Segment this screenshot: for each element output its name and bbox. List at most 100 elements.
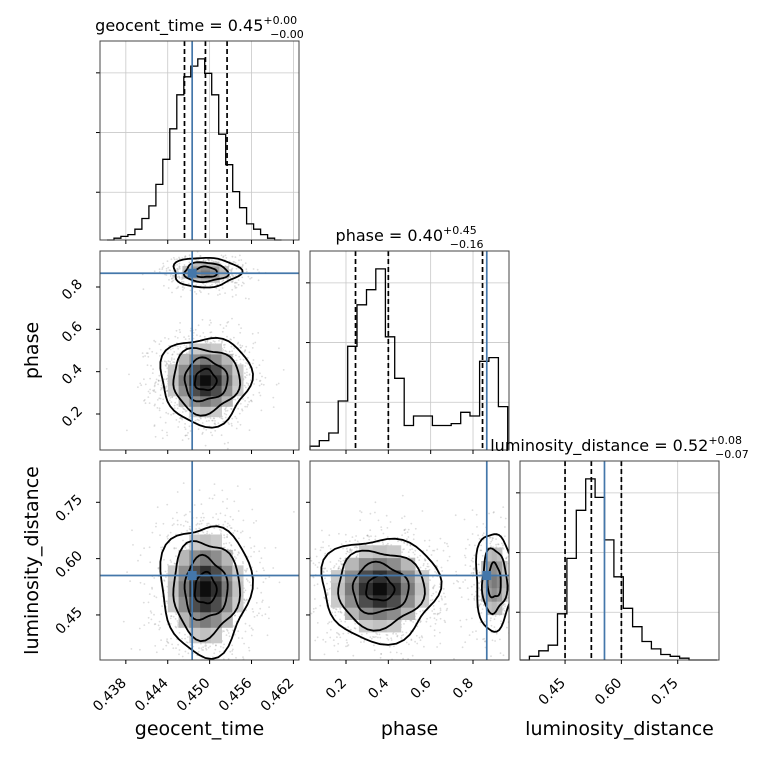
- sample-point: [166, 537, 169, 540]
- sample-point: [414, 549, 417, 552]
- sample-point: [180, 278, 183, 281]
- sample-point: [411, 548, 413, 550]
- sample-point: [236, 554, 239, 556]
- sample-point: [409, 544, 412, 547]
- sample-point: [165, 361, 168, 363]
- sample-point: [424, 559, 427, 562]
- sample-point: [175, 661, 177, 663]
- sample-point: [176, 263, 179, 266]
- sample-point: [176, 491, 179, 493]
- sample-point: [233, 614, 236, 617]
- sample-point: [245, 270, 248, 273]
- sample-point: [179, 346, 182, 348]
- sample-point: [382, 532, 385, 535]
- sample-point: [163, 360, 166, 363]
- sample-point: [181, 406, 184, 409]
- sample-point: [138, 627, 141, 630]
- sample-point: [243, 545, 246, 548]
- sample-point: [455, 570, 457, 573]
- sample-point: [484, 640, 487, 643]
- sample-point: [259, 561, 261, 564]
- sample-point: [201, 422, 204, 424]
- sample-point: [161, 266, 164, 269]
- sample-point: [514, 604, 516, 606]
- density-bin: [167, 385, 179, 397]
- sample-point: [261, 614, 264, 617]
- sample-point: [326, 592, 329, 594]
- sample-point: [239, 346, 242, 349]
- sample-point: [326, 589, 329, 591]
- sample-point: [184, 434, 187, 437]
- sample-point: [429, 579, 431, 581]
- sample-point: [176, 523, 179, 526]
- sample-point: [226, 535, 228, 538]
- sample-point: [380, 529, 383, 531]
- sample-point: [243, 384, 246, 387]
- sample-point: [244, 405, 247, 408]
- sample-point: [226, 335, 228, 338]
- sample-point: [224, 349, 227, 352]
- sample-point: [179, 417, 182, 420]
- sample-point: [231, 280, 234, 282]
- sample-point: [234, 614, 237, 617]
- sample-point: [263, 569, 265, 572]
- sample-point: [245, 268, 248, 271]
- sample-point: [231, 650, 234, 652]
- sample-point: [248, 374, 251, 376]
- sample-point: [374, 511, 376, 514]
- sample-point: [198, 489, 201, 491]
- density-bin: [178, 353, 190, 365]
- sample-point: [223, 643, 226, 646]
- sample-point: [420, 635, 423, 638]
- sample-point: [184, 637, 187, 640]
- sample-point: [222, 327, 225, 329]
- density-bin: [182, 270, 192, 275]
- sample-point: [342, 559, 345, 562]
- sample-point: [318, 561, 320, 564]
- density-bin: [167, 565, 179, 582]
- sample-point: [323, 653, 326, 656]
- sample-point: [223, 542, 225, 545]
- sample-point: [264, 613, 267, 616]
- sample-point: [502, 604, 505, 607]
- sample-point: [176, 286, 179, 289]
- sample-point: [403, 515, 406, 518]
- sample-point: [503, 609, 506, 612]
- sample-point: [221, 417, 224, 420]
- sample-point: [378, 633, 381, 636]
- sample-point: [243, 598, 246, 601]
- sample-point: [166, 600, 169, 603]
- sample-point: [231, 267, 234, 270]
- sample-point: [250, 399, 252, 402]
- sample-point: [247, 396, 249, 399]
- sample-point: [479, 588, 482, 591]
- sample-point: [186, 543, 189, 546]
- sample-point: [234, 281, 237, 284]
- sample-point: [401, 551, 403, 554]
- sample-point: [374, 501, 377, 504]
- sample-point: [221, 340, 223, 343]
- sample-point: [166, 390, 169, 392]
- sample-point: [235, 359, 238, 362]
- sample-point: [188, 261, 191, 264]
- sample-point: [176, 620, 179, 622]
- sample-point: [187, 652, 190, 655]
- sample-point: [219, 528, 221, 531]
- sample-point: [363, 641, 365, 643]
- sample-point: [246, 371, 248, 374]
- sample-point: [443, 603, 446, 606]
- sample-point: [472, 567, 475, 570]
- sample-point: [153, 384, 156, 387]
- density-bin: [232, 580, 244, 597]
- sample-point: [258, 364, 261, 366]
- sample-point: [260, 409, 263, 412]
- sample-point: [211, 497, 214, 500]
- sample-point: [212, 260, 215, 263]
- sample-point: [446, 559, 449, 562]
- sample-point: [337, 559, 340, 562]
- sample-point: [241, 530, 244, 533]
- sample-point: [161, 437, 164, 440]
- sample-point: [344, 620, 347, 623]
- sample-point: [169, 617, 172, 620]
- sample-point: [239, 402, 242, 405]
